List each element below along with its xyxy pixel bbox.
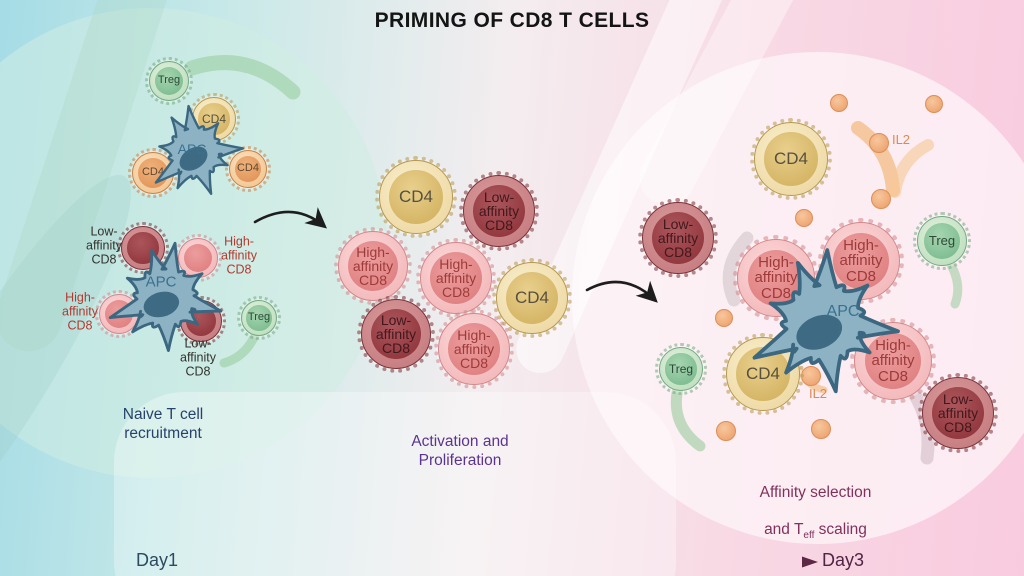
cd4-cell: CD4 [750, 118, 832, 200]
caption-naive-t-cell-recruitment: Naive T cell recruitment [122, 406, 204, 442]
il2-molecule-dot [871, 189, 891, 209]
il2-label: IL2 [891, 131, 911, 147]
high-affinity-cd8-label: High- affinity CD8 [62, 290, 98, 332]
cell-label: Treg [928, 233, 956, 249]
apc-label: APC [177, 141, 207, 157]
cell-label: Treg [668, 361, 694, 376]
low-affinity-cd8-cell: Low- affinity CD8 [638, 198, 718, 278]
il2-molecule-dot [795, 209, 813, 227]
treg-cell: Treg [237, 296, 281, 340]
treg-cell: Treg [145, 57, 193, 105]
caption-affinity-line2-post: scaling [814, 520, 867, 538]
cd4-cell: CD4 [492, 258, 572, 338]
cell-label: Treg [157, 74, 181, 87]
il2-molecule-dot [811, 419, 831, 439]
high-affinity-cd8-cell: High- affinity CD8 [434, 309, 514, 389]
low-affinity-cd8-label: Low- affinity CD8 [180, 336, 216, 378]
high-affinity-cd8-cell: High- affinity CD8 [334, 227, 412, 305]
caption-teff-subscript: eff [803, 529, 815, 541]
timeline-day1-label: Day1 [136, 550, 179, 570]
cell-label: CD4 [514, 288, 549, 308]
cell-label: Low- affinity CD8 [937, 390, 979, 436]
cd4-cell: CD4 [375, 156, 457, 238]
cell-label: High- affinity CD8 [453, 326, 495, 372]
high-affinity-cd8-label: High- affinity CD8 [221, 234, 257, 276]
cell-label: CD4 [398, 187, 433, 207]
low-affinity-cd8-cell: Low- affinity CD8 [918, 373, 998, 453]
low-affinity-cd8-label: Low- affinity CD8 [86, 224, 122, 266]
il2-molecule-dot [715, 309, 733, 327]
cell-label: Low- affinity CD8 [478, 188, 520, 234]
cell-label: Low- affinity CD8 [375, 311, 417, 357]
il2-molecule-dot [869, 133, 889, 153]
caption-affinity-line2-pre: and T [764, 520, 804, 538]
apc-label: APC [145, 273, 177, 291]
cell-label: High- affinity CD8 [435, 255, 477, 301]
cell-label: High- affinity CD8 [352, 243, 394, 289]
caption-activation-proliferation: Activation and Proliferation [411, 433, 509, 469]
cell-label: CD4 [773, 149, 808, 169]
caption-affinity-line1: Affinity selection [759, 483, 872, 501]
apc-label: APC [826, 303, 860, 320]
high-affinity-cd8-cell: High- affinity CD8 [416, 238, 496, 318]
treg-cell: Treg [913, 212, 971, 270]
il2-molecule-dot [716, 421, 736, 441]
caption-affinity-selection: Affinity selection and Teff scaling [728, 465, 903, 542]
cell-label: Low- affinity CD8 [657, 215, 699, 261]
low-affinity-cd8-cell: Low- affinity CD8 [357, 295, 435, 373]
treg-cell: Treg [655, 343, 707, 395]
page-title: PRIMING OF CD8 T CELLS [374, 9, 650, 32]
cell-label: Treg [247, 311, 271, 324]
il2-molecule-dot [830, 94, 848, 112]
low-affinity-cd8-cell: Low- affinity CD8 [459, 171, 539, 251]
il2-label: IL2 [808, 385, 828, 401]
il2-molecule-dot [925, 95, 943, 113]
timeline-day3-label: Day3 [822, 550, 865, 570]
